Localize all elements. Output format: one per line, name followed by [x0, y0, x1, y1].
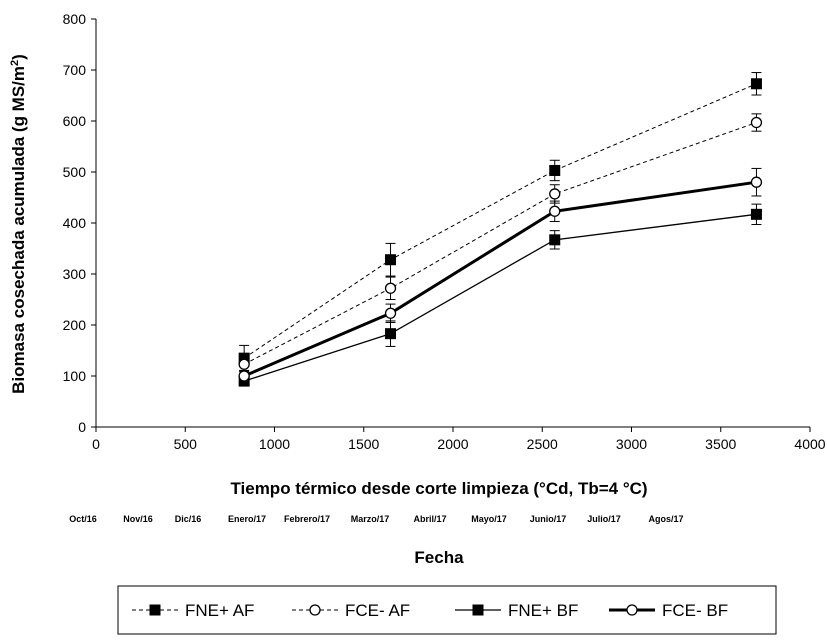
- plot-area: [238, 72, 763, 387]
- month-label: Agos/17: [648, 514, 683, 524]
- square-marker: [549, 164, 561, 176]
- x-tick-label: 1500: [348, 436, 379, 452]
- square-marker: [385, 328, 397, 340]
- axes: 0 100 200 300 400 500 600 700 800 0 500 1000 1500 200…: [63, 11, 826, 452]
- series-fne-af: [238, 72, 762, 372]
- month-label: Dic/16: [175, 514, 202, 524]
- series-line: [243, 213, 757, 382]
- y-axis-title: Biomasa cosechada acumulada (g MS/m2): [9, 54, 28, 394]
- y-tick-label: 200: [63, 317, 87, 333]
- legend-label: FCE- AF: [345, 601, 410, 620]
- series-line: [243, 180, 757, 378]
- circle-marker: [309, 604, 321, 616]
- y-tick-label: 0: [78, 419, 86, 435]
- month-label: Junio/17: [530, 514, 567, 524]
- month-label: Abril/17: [413, 514, 446, 524]
- circle-marker: [750, 176, 763, 188]
- y-tick-label: 400: [63, 215, 87, 231]
- month-label: Enero/17: [228, 514, 266, 524]
- x-tick-label: 3500: [705, 436, 736, 452]
- month-label: Febrero/17: [284, 514, 330, 524]
- square-marker: [472, 604, 484, 616]
- x-tick-label: 0: [92, 436, 100, 452]
- series-fce-bf: [238, 167, 763, 382]
- circle-marker: [238, 370, 250, 382]
- month-label: Marzo/17: [351, 514, 390, 524]
- legend: FNE+ AF FCE- AF FNE+ BF FCE- BF: [117, 585, 777, 635]
- month-label: Nov/16: [123, 514, 153, 524]
- month-labels: Oct/16 Nov/16 Dic/16 Enero/17 Febrero/17 Marz…: [69, 514, 683, 524]
- y-tick-label: 100: [63, 368, 87, 384]
- legend-item: FCE- AF: [292, 601, 410, 620]
- series-line: [243, 83, 757, 359]
- circle-marker: [238, 358, 250, 370]
- series-fne-bf: [238, 203, 762, 387]
- circle-marker: [626, 604, 638, 616]
- legend-box: [117, 585, 777, 635]
- secondary-axis-title: Fecha: [414, 548, 464, 567]
- legend-item: FNE+ AF: [132, 601, 254, 620]
- circle-marker: [384, 282, 397, 294]
- x-axis-title: Tiempo térmico desde corte limpieza (°Cd…: [230, 479, 647, 498]
- x-tick-label: 500: [174, 436, 198, 452]
- x-tick-label: 4000: [794, 436, 825, 452]
- legend-label: FCE- BF: [662, 601, 728, 620]
- legend-label: FNE+ BF: [508, 601, 578, 620]
- y-tick-label: 300: [63, 266, 87, 282]
- square-marker: [750, 78, 762, 90]
- circle-marker: [549, 205, 561, 217]
- legend-label: FNE+ AF: [185, 601, 254, 620]
- legend-item: FNE+ BF: [455, 601, 578, 620]
- y-tick-label: 600: [63, 113, 87, 129]
- y-tick-label: 700: [63, 62, 87, 78]
- month-label: Oct/16: [69, 514, 97, 524]
- x-tick-label: 1000: [259, 436, 290, 452]
- circle-marker: [549, 188, 561, 200]
- series-fce-af: [238, 113, 763, 371]
- square-marker: [750, 208, 762, 220]
- y-tick-label: 500: [63, 164, 87, 180]
- square-marker: [385, 254, 397, 266]
- square-marker: [549, 234, 561, 246]
- square-marker: [149, 604, 161, 616]
- x-tick-label: 2000: [437, 436, 468, 452]
- x-tick-label: 3000: [616, 436, 647, 452]
- x-tick-label: 2500: [527, 436, 558, 452]
- month-label: Mayo/17: [471, 514, 507, 524]
- month-label: Julio/17: [587, 514, 621, 524]
- circle-marker: [384, 307, 397, 319]
- legend-item: FCE- BF: [609, 601, 728, 620]
- y-tick-label: 800: [63, 11, 87, 27]
- series-line: [243, 122, 757, 365]
- circle-marker: [750, 116, 763, 129]
